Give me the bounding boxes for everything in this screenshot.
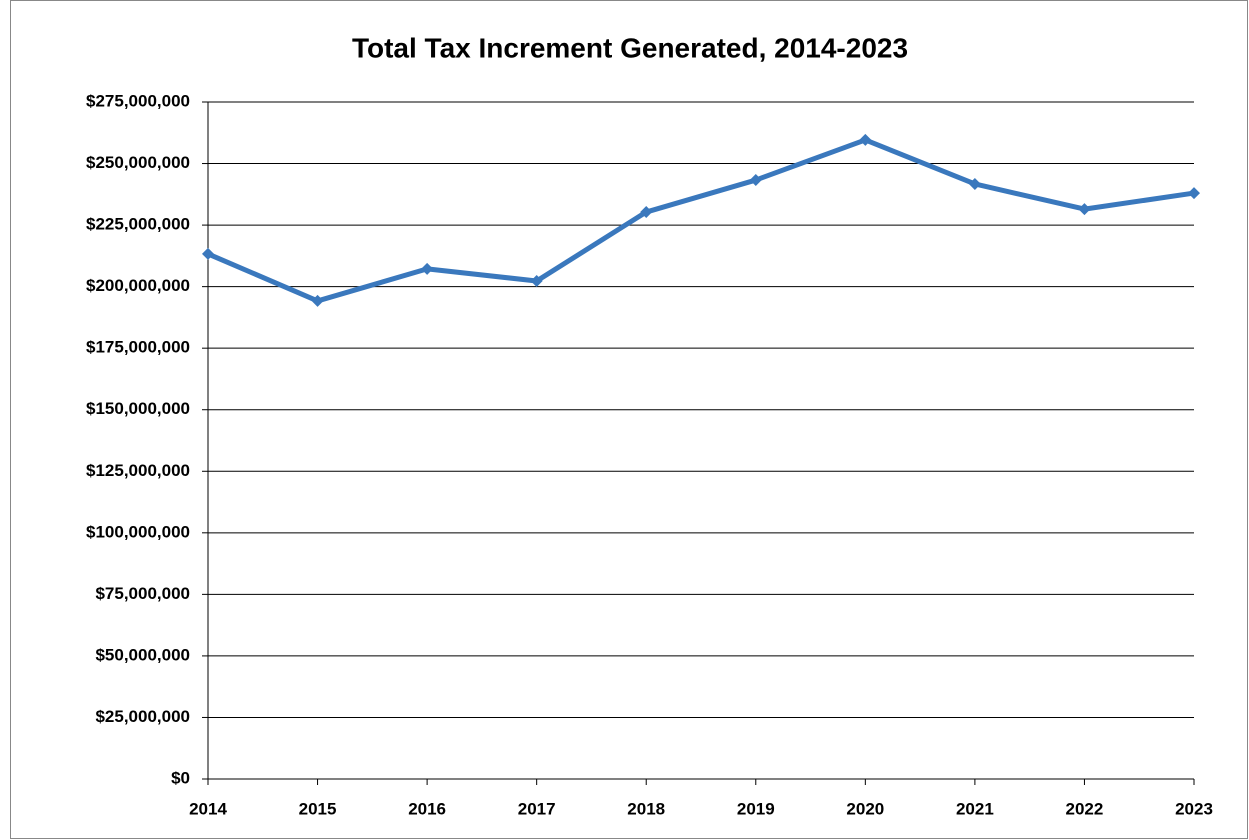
y-tick-label: $250,000,000 [86,153,190,172]
marker [968,177,981,190]
x-tick-label: 2022 [1066,799,1104,818]
x-tick-label: 2017 [518,799,556,818]
x-tick-label: 2015 [299,799,337,818]
chart-title: Total Tax Increment Generated, 2014-2023 [352,32,908,63]
y-tick-label: $0 [171,768,190,787]
y-tick-label: $125,000,000 [86,461,190,480]
x-tick-label: 2021 [956,799,994,818]
y-tick-label: $75,000,000 [95,584,190,603]
y-tick-label: $100,000,000 [86,522,190,541]
x-tick-label: 2016 [408,799,446,818]
y-tick-label: $275,000,000 [86,91,190,110]
y-tick-label: $175,000,000 [86,338,190,357]
marker [859,133,872,146]
y-tick-label: $150,000,000 [86,399,190,418]
marker [202,247,214,260]
y-tick-label: $200,000,000 [86,276,190,295]
x-tick-label: 2020 [846,799,884,818]
marker [1188,187,1200,200]
y-tick-label: $225,000,000 [86,215,190,234]
x-tick-label: 2018 [627,799,665,818]
marker [749,174,762,187]
chart-frame [10,0,1248,839]
x-tick-label: 2014 [189,799,227,818]
x-tick-label: 2019 [737,799,775,818]
marker [421,262,434,275]
line [207,137,1195,304]
marker [311,294,324,307]
marker [640,206,653,219]
x-tick-label: 2023 [1175,799,1213,818]
y-tick-label: $25,000,000 [95,707,190,726]
y-tick-label: $50,000,000 [95,645,190,664]
marker [530,274,543,287]
marker [1078,203,1091,216]
